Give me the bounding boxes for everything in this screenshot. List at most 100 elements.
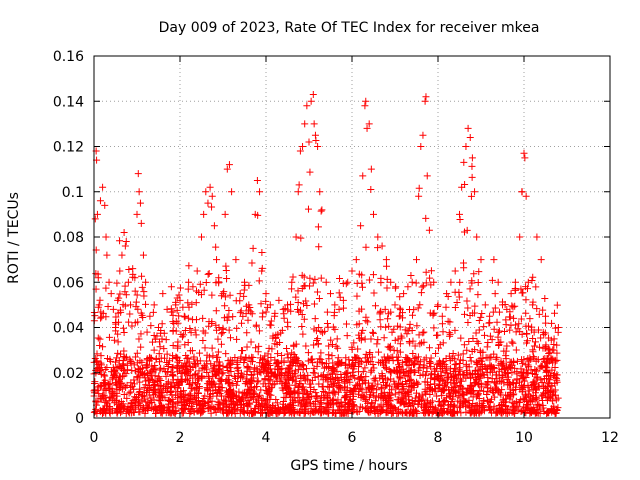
data-point xyxy=(512,379,520,387)
data-point xyxy=(184,362,192,370)
data-point xyxy=(151,380,159,388)
data-point xyxy=(226,334,234,342)
data-point xyxy=(287,354,295,362)
data-point xyxy=(480,323,488,331)
data-point xyxy=(473,403,481,411)
data-point xyxy=(369,389,377,397)
data-point xyxy=(192,370,200,378)
data-point xyxy=(150,301,158,309)
data-point xyxy=(246,378,254,386)
data-point xyxy=(303,365,311,373)
data-point xyxy=(463,346,471,354)
data-point xyxy=(97,359,105,367)
data-point xyxy=(260,362,268,370)
data-point xyxy=(228,188,236,196)
data-point xyxy=(164,380,172,388)
data-point xyxy=(102,409,110,417)
data-point xyxy=(267,321,275,329)
data-point xyxy=(119,324,127,332)
data-point xyxy=(540,407,548,415)
data-point xyxy=(121,242,129,250)
data-point xyxy=(408,278,416,286)
data-point xyxy=(407,272,415,280)
data-point xyxy=(529,379,537,387)
data-point xyxy=(123,394,131,402)
data-point xyxy=(478,309,486,317)
data-point xyxy=(387,278,395,286)
data-point xyxy=(335,377,343,385)
data-point xyxy=(137,330,145,338)
data-point xyxy=(542,343,550,351)
data-point xyxy=(306,274,314,282)
data-point xyxy=(212,243,220,251)
data-point xyxy=(492,385,500,393)
data-point xyxy=(311,275,319,283)
data-point xyxy=(312,389,320,397)
data-point xyxy=(142,300,150,308)
data-point xyxy=(467,192,475,200)
data-point xyxy=(297,234,305,242)
data-point xyxy=(527,366,535,374)
data-point xyxy=(238,347,246,355)
data-point xyxy=(396,293,404,301)
data-point xyxy=(427,359,435,367)
data-point xyxy=(553,341,561,349)
data-point xyxy=(155,388,163,396)
data-point xyxy=(495,308,503,316)
data-point xyxy=(298,322,306,330)
data-point xyxy=(433,365,441,373)
data-point xyxy=(550,402,558,410)
data-point xyxy=(399,369,407,377)
data-point xyxy=(386,397,394,405)
data-point xyxy=(391,301,399,309)
data-point xyxy=(446,318,454,326)
data-point xyxy=(328,352,336,360)
data-point xyxy=(356,357,364,365)
data-point xyxy=(201,392,209,400)
data-point xyxy=(323,400,331,408)
data-point xyxy=(260,355,268,363)
data-point xyxy=(158,392,166,400)
data-point xyxy=(134,390,142,398)
data-point xyxy=(336,293,344,301)
data-point xyxy=(427,267,435,275)
data-point xyxy=(252,344,260,352)
data-point xyxy=(377,307,385,315)
data-point xyxy=(292,233,300,241)
data-point xyxy=(474,291,482,299)
data-point xyxy=(204,387,212,395)
data-point xyxy=(138,358,146,366)
data-point xyxy=(553,301,561,309)
data-point xyxy=(172,353,180,361)
data-point xyxy=(457,334,465,342)
data-point xyxy=(216,365,224,373)
data-point xyxy=(225,313,233,321)
data-point xyxy=(369,329,377,337)
data-point xyxy=(314,335,322,343)
data-point xyxy=(223,274,231,282)
data-point xyxy=(98,381,106,389)
data-point xyxy=(444,293,452,301)
data-point xyxy=(456,210,463,218)
data-point xyxy=(299,394,307,402)
data-point xyxy=(472,358,480,366)
data-point xyxy=(374,380,382,388)
data-point xyxy=(450,387,458,395)
data-point xyxy=(103,363,111,371)
data-point xyxy=(376,308,384,316)
data-point xyxy=(247,371,255,379)
data-point xyxy=(223,409,231,417)
data-point xyxy=(91,355,99,363)
data-point xyxy=(470,409,478,417)
data-point xyxy=(477,379,485,387)
data-point xyxy=(271,371,279,379)
data-point xyxy=(449,368,457,376)
data-point xyxy=(287,407,295,415)
data-point xyxy=(311,369,319,377)
data-point xyxy=(147,394,155,402)
data-point xyxy=(297,362,305,370)
chart-title: Day 009 of 2023, Rate Of TEC Index for r… xyxy=(159,20,540,36)
data-point xyxy=(489,368,497,376)
data-point xyxy=(388,386,396,394)
data-point xyxy=(361,405,369,413)
